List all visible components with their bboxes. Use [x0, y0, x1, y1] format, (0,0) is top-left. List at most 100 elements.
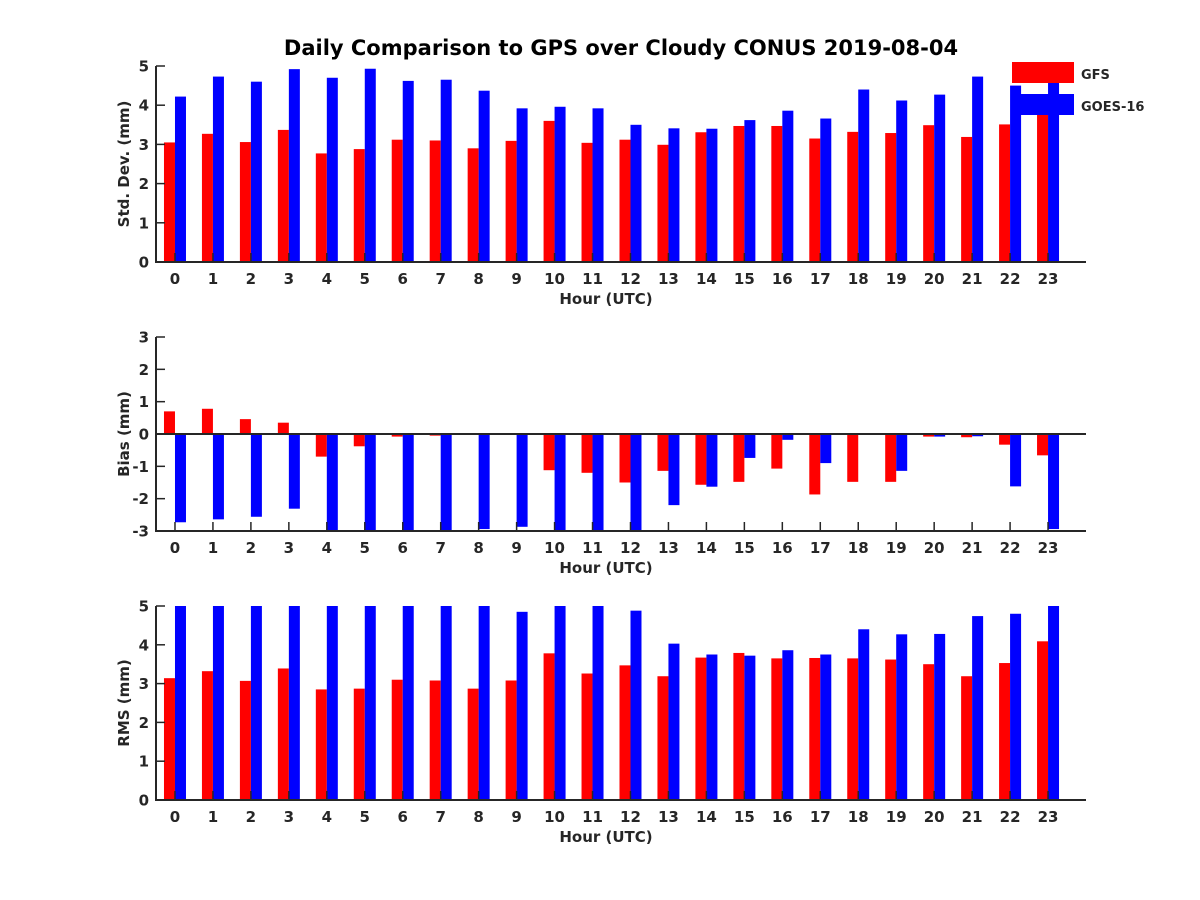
- bar-gfs-hour-19: [885, 133, 897, 262]
- bar-goes16-hour-5: [364, 606, 376, 800]
- x-tick-label: 17: [810, 270, 831, 288]
- x-tick-label: 19: [886, 539, 907, 557]
- bar-gfs-hour-0: [163, 411, 175, 434]
- y-tick-label: 0: [139, 254, 149, 272]
- bar-goes16-hour-12: [630, 434, 642, 531]
- y-tick-label: 4: [139, 97, 149, 115]
- bar-goes16-hour-3: [288, 434, 300, 509]
- bar-goes16-hour-2: [250, 606, 262, 800]
- bar-gfs-hour-12: [619, 139, 631, 262]
- bar-gfs-hour-21: [961, 434, 973, 438]
- bar-gfs-hour-13: [657, 676, 669, 800]
- bar-goes16-hour-23: [1048, 606, 1060, 800]
- bar-goes16-hour-5: [364, 68, 376, 263]
- bar-gfs-hour-4: [315, 434, 327, 457]
- x-tick-label: 19: [886, 270, 907, 288]
- bar-gfs-hour-18: [847, 131, 859, 262]
- x-tick-label: 11: [582, 270, 603, 288]
- bar-goes16-hour-7: [440, 434, 452, 531]
- bar-goes16-hour-8: [478, 606, 490, 800]
- bar-goes16-hour-4: [326, 434, 338, 531]
- bar-goes16-hour-13: [668, 434, 680, 506]
- bar-goes16-hour-17: [820, 654, 832, 800]
- bar-gfs-hour-23: [1037, 115, 1049, 262]
- x-tick-label: 16: [772, 270, 793, 288]
- bar-gfs-hour-7: [429, 140, 441, 262]
- y-tick-label: 1: [139, 214, 149, 232]
- x-tick-label: 20: [924, 270, 945, 288]
- bar-gfs-hour-23: [1037, 641, 1049, 800]
- x-tick-label: 9: [511, 270, 521, 288]
- bar-gfs-hour-16: [771, 434, 783, 469]
- bar-gfs-hour-5: [353, 434, 365, 447]
- x-tick-label: 12: [620, 539, 641, 557]
- x-tick-label: 12: [620, 270, 641, 288]
- y-axis-label: Std. Dev. (mm): [115, 101, 133, 228]
- x-tick-label: 3: [284, 270, 294, 288]
- bar-gfs-hour-3: [277, 668, 289, 800]
- bar-gfs-hour-22: [999, 124, 1011, 262]
- x-tick-label: 8: [473, 808, 483, 826]
- bar-goes16-hour-1: [212, 76, 224, 262]
- bar-goes16-hour-6: [402, 606, 414, 800]
- bar-goes16-hour-19: [896, 434, 908, 471]
- bar-goes16-hour-16: [782, 434, 794, 440]
- y-tick-label: 2: [139, 175, 149, 193]
- bar-gfs-hour-8: [467, 148, 479, 262]
- x-tick-label: 6: [398, 808, 408, 826]
- bar-goes16-hour-17: [820, 434, 832, 464]
- x-tick-label: 4: [322, 539, 332, 557]
- bar-gfs-hour-2: [239, 142, 251, 262]
- x-tick-label: 15: [734, 808, 755, 826]
- x-tick-label: 13: [658, 808, 679, 826]
- bar-gfs-hour-6: [391, 139, 403, 262]
- x-tick-label: 21: [962, 270, 983, 288]
- legend-swatch-goes16: [1012, 94, 1074, 115]
- bar-gfs-hour-6: [391, 679, 403, 800]
- x-tick-label: 22: [1000, 808, 1021, 826]
- bar-goes16-hour-21: [972, 616, 984, 800]
- bar-goes16-hour-8: [478, 434, 490, 530]
- bar-goes16-hour-10: [554, 606, 566, 800]
- x-tick-label: 2: [246, 539, 256, 557]
- bar-goes16-hour-0: [174, 96, 186, 262]
- bar-goes16-hour-17: [820, 118, 832, 262]
- bar-gfs-hour-6: [391, 434, 403, 437]
- y-tick-label: -3: [132, 523, 149, 541]
- x-tick-label: 3: [284, 808, 294, 826]
- x-tick-label: 21: [962, 539, 983, 557]
- bar-goes16-hour-14: [706, 654, 718, 800]
- x-tick-label: 14: [696, 270, 717, 288]
- x-axis-label: Hour (UTC): [559, 290, 652, 308]
- bar-goes16-hour-6: [402, 434, 414, 531]
- bar-gfs-hour-10: [543, 434, 555, 471]
- y-tick-label: -1: [132, 458, 149, 476]
- bar-gfs-hour-0: [163, 678, 175, 800]
- bar-gfs-hour-13: [657, 434, 669, 471]
- y-tick-label: -2: [132, 490, 149, 508]
- bar-goes16-hour-1: [212, 606, 224, 800]
- x-tick-label: 15: [734, 539, 755, 557]
- bar-gfs-hour-16: [771, 125, 783, 262]
- x-tick-label: 23: [1038, 270, 1059, 288]
- bar-goes16-hour-22: [1010, 613, 1022, 800]
- bar-goes16-hour-10: [554, 434, 566, 531]
- bar-gfs-hour-14: [695, 132, 707, 262]
- bar-gfs-hour-22: [999, 434, 1011, 445]
- bar-goes16-hour-9: [516, 434, 528, 527]
- bar-gfs-hour-20: [923, 125, 935, 262]
- x-tick-label: 20: [924, 539, 945, 557]
- bar-gfs-hour-4: [315, 689, 327, 800]
- x-tick-label: 23: [1038, 539, 1059, 557]
- bar-goes16-hour-16: [782, 650, 794, 800]
- x-tick-label: 22: [1000, 270, 1021, 288]
- x-tick-label: 13: [658, 270, 679, 288]
- x-tick-label: 7: [435, 808, 445, 826]
- bar-goes16-hour-19: [896, 100, 908, 262]
- bar-gfs-hour-11: [581, 434, 593, 473]
- bar-goes16-hour-19: [896, 634, 908, 800]
- bar-goes16-hour-0: [174, 434, 186, 523]
- x-tick-label: 3: [284, 539, 294, 557]
- bar-goes16-hour-4: [326, 77, 338, 262]
